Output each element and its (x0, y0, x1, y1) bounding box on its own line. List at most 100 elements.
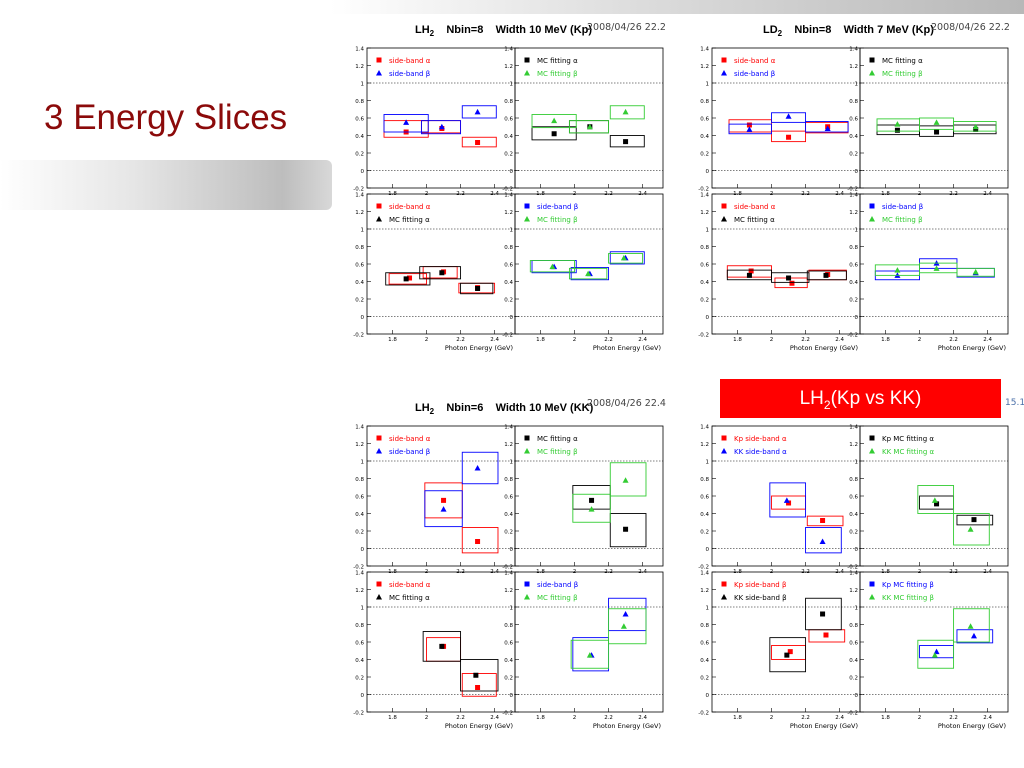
x-axis-title: Photon Energy (GeV) (790, 344, 858, 352)
y-tick-label: 0.2 (700, 298, 709, 304)
y-tick-label: 0.6 (355, 263, 364, 269)
y-tick-label: 0.2 (355, 298, 364, 304)
legend-marker (376, 581, 382, 587)
series-1-box (806, 270, 847, 281)
series-1-point (786, 275, 792, 281)
series-1-point (746, 126, 753, 132)
legend-label: side-band α (389, 57, 431, 65)
series-1-point (474, 465, 481, 471)
series-0-point (622, 611, 629, 617)
y-tick-label: -0.2 (698, 565, 709, 571)
legend-label: MC fitting α (389, 216, 430, 224)
y-tick-label: 0.8 (849, 623, 858, 629)
series-1-box (953, 513, 990, 546)
y-tick-label: -0.2 (698, 711, 709, 717)
series-0-point (971, 517, 977, 523)
series-1-point (551, 117, 558, 124)
series-0-point (551, 131, 557, 137)
y-tick-label: -0.2 (847, 187, 858, 193)
series-1-point (474, 108, 481, 115)
y-tick-label: 0.6 (849, 117, 858, 123)
y-tick-label: 0.4 (504, 658, 513, 664)
x-tick-label: 2 (770, 715, 774, 721)
legend-label: side-band β (537, 203, 578, 211)
y-tick-label: 1.4 (504, 571, 513, 577)
y-tick-label: 1.4 (849, 571, 858, 577)
fig2-target-sub: 2 (777, 29, 783, 39)
panel-frame (366, 425, 516, 567)
series-1-point (894, 121, 901, 127)
y-tick-label: 1.4 (849, 193, 858, 199)
series-1-point (439, 643, 445, 649)
banner-prefix: LH (799, 388, 824, 409)
y-tick-label: 0.6 (504, 495, 513, 501)
legend-marker (721, 448, 727, 454)
legend-marker (721, 57, 727, 63)
series-1-box (461, 451, 499, 485)
legend-label: MC fitting α (882, 57, 923, 65)
y-tick-label: -0.2 (698, 187, 709, 193)
series-0-box (461, 136, 497, 148)
y-tick-label: 1 (361, 606, 365, 612)
y-tick-label: 1.2 (700, 210, 709, 216)
banner-suffix: (Kp vs KK) (830, 388, 922, 409)
figure-lh2-kp-vs-kk: -0.2 0 0.2 0.4 0.6 0.8 1 1.2 1.4 1.8 2 2.2 2.4 Kp sid… (698, 425, 1009, 730)
series-1-box (460, 282, 494, 295)
y-tick-label: 0.2 (700, 676, 709, 682)
panel-3: -0.2 0 0.2 0.4 0.6 0.8 1 1.2 1.4 1.8 2 2.2 2.4 side-b… (502, 193, 664, 343)
figure-ld2-kp: -0.2 0 0.2 0.4 0.6 0.8 1 1.2 1.4 1.8 2 2.2 2.4 side-b… (698, 47, 1009, 352)
y-tick-label: 1 (855, 82, 859, 88)
series-0-point (589, 497, 595, 503)
panel-0: -0.200.20.40.60.811.21.41.8 2 2.2 2.4side-b… (698, 47, 861, 197)
y-tick-label: 0.4 (504, 512, 513, 518)
y-tick-label: 0.2 (849, 298, 858, 304)
series-1-point (586, 123, 593, 130)
y-tick-label: 0.6 (849, 263, 858, 269)
panel-3: -0.2 0 0.2 0.4 0.6 0.8 1 1.2 1.4 1.8 2 2.2 2.4 side-b… (502, 571, 664, 721)
cut-off-date-text: 15.1 (1005, 398, 1024, 408)
series-0-point (475, 539, 481, 544)
y-tick-label: 0.6 (700, 641, 709, 647)
legend-label: KK side-band α (734, 448, 787, 456)
x-axis-title: Photon Energy (GeV) (938, 722, 1006, 730)
legend-label: MC fitting β (537, 70, 578, 78)
y-tick-label: 0.8 (849, 245, 858, 251)
y-tick-label: 1.4 (355, 47, 364, 53)
panel-2: -0.2 0 0.2 0.4 0.6 0.8 1 1.2 1.4 1.8 2 2.2 2.4 Kp sid… (698, 571, 861, 721)
legend-label: MC fitting α (537, 435, 578, 443)
banner-sub: 2 (823, 397, 831, 412)
y-tick-label: 0.6 (504, 641, 513, 647)
y-tick-label: 1 (855, 606, 859, 612)
series-1-point (620, 623, 627, 629)
series-1-point (588, 506, 595, 512)
x-tick-label: 1.8 (881, 337, 890, 343)
series-0-box (771, 130, 807, 143)
series-1-box (419, 266, 462, 280)
legend-label: side-band β (734, 70, 775, 78)
series-0-point (407, 275, 413, 281)
legend-marker (376, 203, 382, 209)
y-tick-label: 1.4 (504, 47, 513, 53)
y-tick-label: 0.8 (849, 99, 858, 105)
series-0-point (820, 518, 826, 523)
series-0-point (894, 127, 900, 133)
y-tick-label: -0.2 (353, 711, 364, 717)
fig1-target: LH (415, 24, 430, 36)
y-tick-label: 0.8 (700, 623, 709, 629)
y-tick-label: 1.2 (504, 442, 513, 448)
y-tick-label: 1.2 (700, 442, 709, 448)
y-tick-label: 1.4 (700, 47, 709, 53)
legend-label: side-band β (537, 581, 578, 589)
legend-marker (869, 70, 875, 76)
fig3-target-sub: 2 (429, 407, 435, 417)
x-tick-label: 2.2 (801, 715, 810, 721)
series-1-point (894, 267, 901, 273)
legend-label: side-band β (389, 448, 430, 456)
y-tick-label: 0.2 (504, 676, 513, 682)
x-tick-label: 2 (573, 715, 577, 721)
legend-label: KK MC fitting β (882, 594, 934, 602)
x-axis-title: Photon Energy (GeV) (593, 722, 661, 730)
panel-2: -0.2 0 0.2 0.4 0.6 0.8 1 1.2 1.4 1.8 2 2.2 2.4 side-b… (698, 193, 861, 343)
y-tick-label: -0.2 (847, 565, 858, 571)
x-tick-label: 2 (425, 337, 429, 343)
